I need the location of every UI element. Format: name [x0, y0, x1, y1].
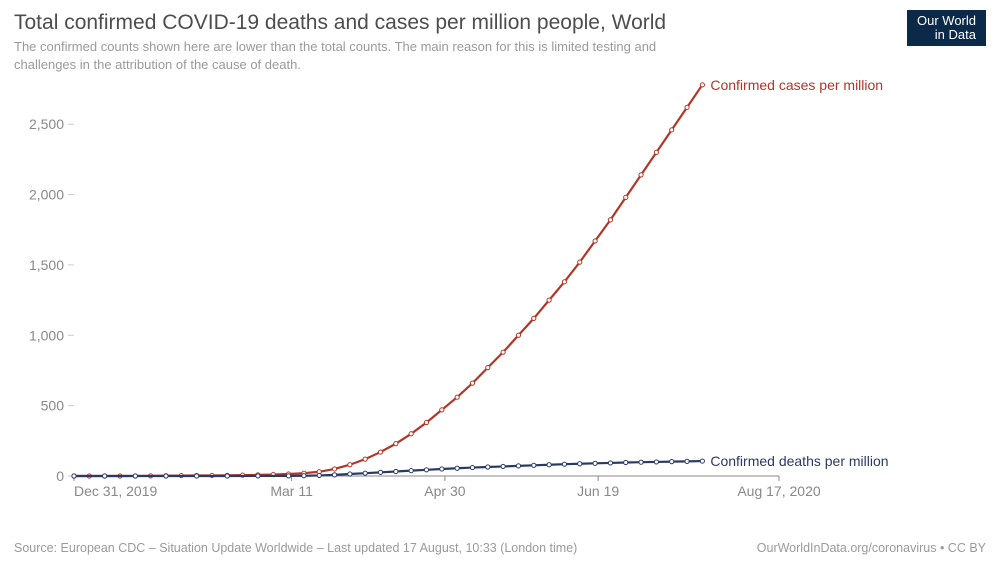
series-marker-deaths [501, 464, 505, 468]
series-marker-deaths [317, 473, 321, 477]
series-marker-deaths [409, 469, 413, 473]
series-marker-cases [593, 239, 597, 243]
series-marker-cases [516, 333, 520, 337]
series-marker-cases [578, 260, 582, 264]
series-marker-deaths [103, 474, 107, 478]
owid-logo: Our World in Data [907, 10, 986, 46]
series-marker-deaths [302, 474, 306, 478]
series-marker-cases [608, 218, 612, 222]
series-label-deaths: Confirmed deaths per million [710, 453, 888, 469]
series-marker-deaths [424, 468, 428, 472]
series-marker-deaths [654, 460, 658, 464]
series-marker-cases [409, 432, 413, 436]
series-marker-deaths [332, 473, 336, 477]
x-tick-label: Apr 30 [424, 483, 465, 499]
series-marker-deaths [593, 461, 597, 465]
series-marker-cases [700, 83, 704, 87]
series-marker-cases [363, 457, 367, 461]
series-marker-deaths [700, 459, 704, 463]
series-marker-cases [486, 366, 490, 370]
series-marker-cases [378, 450, 382, 454]
series-marker-deaths [164, 474, 168, 478]
series-marker-cases [547, 298, 551, 302]
y-tick-label: 500 [41, 398, 65, 414]
series-label-cases: Confirmed cases per million [710, 78, 883, 93]
series-marker-deaths [685, 459, 689, 463]
y-tick-label: 1,500 [29, 257, 64, 273]
series-marker-deaths [363, 471, 367, 475]
series-marker-cases [348, 463, 352, 467]
series-line-cases [74, 85, 702, 476]
x-tick-label: Mar 11 [270, 483, 313, 499]
footer-attribution: OurWorldInData.org/coronavirus • CC BY [757, 541, 986, 555]
series-marker-deaths [486, 465, 490, 469]
series-marker-deaths [639, 460, 643, 464]
y-tick-label: 2,000 [29, 187, 64, 203]
series-marker-cases [394, 442, 398, 446]
series-marker-deaths [195, 474, 199, 478]
logo-line1: Our World [917, 14, 976, 28]
series-marker-cases [424, 420, 428, 424]
x-tick-label: Jun 19 [577, 483, 619, 499]
series-marker-cases [501, 350, 505, 354]
series-marker-cases [532, 316, 536, 320]
footer-source: Source: European CDC – Situation Update … [14, 541, 577, 555]
series-marker-deaths [470, 465, 474, 469]
series-marker-deaths [455, 466, 459, 470]
series-marker-deaths [547, 463, 551, 467]
series-marker-deaths [225, 474, 229, 478]
series-marker-cases [440, 408, 444, 412]
series-marker-deaths [624, 460, 628, 464]
series-marker-deaths [608, 461, 612, 465]
logo-line2: in Data [917, 28, 976, 42]
x-tick-label: Aug 17, 2020 [737, 483, 821, 499]
chart-footer: Source: European CDC – Situation Update … [14, 541, 986, 555]
chart-title: Total confirmed COVID-19 deaths and case… [14, 10, 986, 35]
series-marker-deaths [286, 474, 290, 478]
series-marker-deaths [72, 474, 76, 478]
series-marker-cases [670, 128, 674, 132]
series-marker-cases [654, 150, 658, 154]
series-marker-deaths [378, 470, 382, 474]
series-marker-deaths [562, 462, 566, 466]
y-tick-label: 2,500 [29, 116, 64, 132]
series-marker-cases [624, 195, 628, 199]
series-marker-deaths [578, 462, 582, 466]
series-marker-cases [455, 395, 459, 399]
series-marker-cases [470, 381, 474, 385]
series-marker-cases [685, 105, 689, 109]
series-marker-deaths [394, 469, 398, 473]
series-marker-cases [639, 173, 643, 177]
series-marker-cases [332, 467, 336, 471]
series-marker-deaths [532, 463, 536, 467]
series-marker-deaths [256, 474, 260, 478]
chart-subtitle: The confirmed counts shown here are lowe… [14, 38, 694, 73]
series-marker-deaths [440, 467, 444, 471]
y-tick-label: 0 [56, 468, 64, 484]
series-marker-deaths [670, 460, 674, 464]
chart-area: 0 500 1,000 1,500 2,000 2,500 Dec 31, 2019 Mar … [14, 78, 986, 508]
y-tick-label: 1,000 [29, 327, 64, 343]
series-marker-deaths [133, 474, 137, 478]
chart-svg: 0 500 1,000 1,500 2,000 2,500 Dec 31, 2019 Mar … [14, 78, 986, 508]
series-marker-deaths [348, 472, 352, 476]
series-marker-deaths [516, 464, 520, 468]
x-tick-label: Dec 31, 2019 [74, 483, 157, 499]
series-marker-cases [562, 280, 566, 284]
